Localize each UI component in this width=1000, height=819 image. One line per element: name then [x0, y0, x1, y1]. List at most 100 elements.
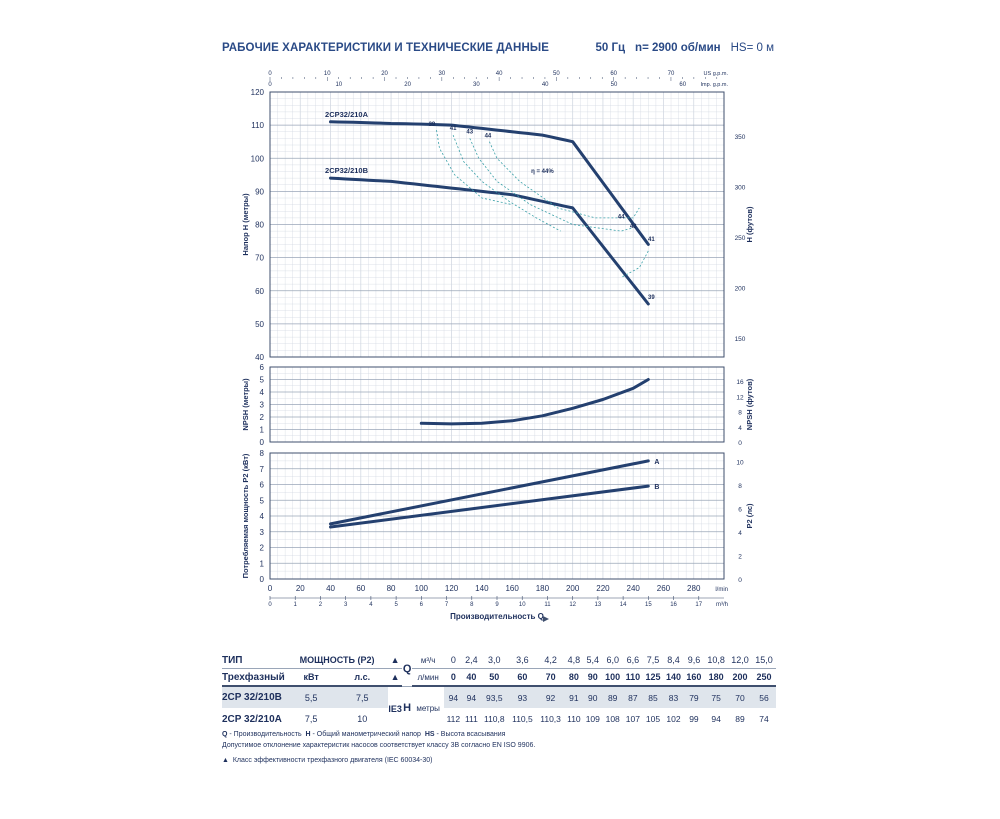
efficiency-label: 41 [450, 126, 457, 132]
kw-header: кВт [286, 668, 337, 687]
efficiency-line [489, 141, 640, 219]
y-axis-label: Напор H (метры) [241, 193, 250, 256]
efficiency-line [452, 134, 561, 232]
q-m3h-cell: 4,8 [564, 652, 584, 669]
head-value: 110,3 [540, 714, 561, 724]
bottom-lmin-tick: 200 [566, 584, 580, 593]
head-value: 79 [683, 686, 705, 708]
speed-label: n= 2900 об/мин [635, 42, 721, 54]
ie-symbol: ▲ [388, 652, 403, 669]
y-tick-label: 7 [260, 465, 265, 474]
q-lmin-cell: 250 [751, 668, 776, 687]
top-imp-tick: 20 [404, 82, 411, 88]
top-us-tick: 60 [610, 71, 617, 77]
operating-conditions: 50 Гц n= 2900 об/мин HS= 0 м [595, 42, 774, 54]
phase-header: Трехфазный [222, 668, 286, 687]
model-cell: 2CP 32/210B [222, 686, 286, 708]
y-tick-label: 1 [260, 559, 265, 568]
head-value: 102 [666, 714, 681, 724]
top-us-tick: 0 [268, 71, 272, 77]
bottom-m3h-tick: 3 [344, 602, 348, 608]
bottom-m3h-tick: 0 [268, 602, 272, 608]
top-us-tick: 40 [496, 71, 503, 77]
efficiency-line [469, 138, 634, 232]
m3h-label: м³/ч [412, 652, 445, 669]
bottom-lmin-tick: 120 [445, 584, 459, 593]
y-tick-label: 70 [255, 254, 264, 263]
y-tick-label: 8 [260, 449, 265, 458]
y-tick-label: 60 [255, 287, 264, 296]
power-header: МОЩНОСТЬ (P2) [286, 652, 389, 669]
hs-text: - Высота всасывания [434, 731, 506, 738]
tolerance-note: Допустимое отклонение характеристик насо… [222, 742, 536, 749]
head-value: 93 [508, 686, 537, 708]
q-m3h-cell: 5,4 [583, 652, 603, 669]
q-lmin-cell: 50 [480, 668, 509, 687]
bottom-m3h-tick: 7 [445, 602, 449, 608]
bottom-m3h-tick: 16 [670, 602, 677, 608]
head-value: 74 [759, 714, 769, 724]
bottom-m3h-tick: 13 [595, 602, 602, 608]
bottom-lmin-tick: 140 [475, 584, 489, 593]
bottom-lmin-tick: 20 [296, 584, 305, 593]
efficiency-label: 41 [648, 237, 655, 243]
y2-tick-label: 12 [736, 394, 744, 401]
y2-tick-label: 2 [738, 554, 742, 561]
head-value: 94 [462, 686, 481, 708]
y2-tick-label: 0 [738, 577, 742, 584]
head-value: 105 [645, 714, 661, 724]
top-imp-tick: 60 [679, 82, 686, 88]
bottom-lmin-tick: 40 [326, 584, 335, 593]
y-tick-label: 90 [255, 187, 264, 196]
x-axis-label: Производительность Q [450, 612, 544, 621]
ie-symbol-header: ▲ [388, 668, 403, 687]
bottom-lmin-tick: 260 [657, 584, 671, 593]
y-tick-label: 100 [251, 154, 265, 163]
head-value: 94 [444, 686, 463, 708]
bottom-lmin-unit: l/min [715, 587, 728, 593]
head-value: 109 [585, 714, 600, 724]
y-tick-label: 2 [260, 413, 265, 422]
q-m3h-cell: 9,6 [683, 652, 705, 669]
kw-cell: 5,5 [286, 686, 337, 708]
bottom-lmin-tick: 80 [387, 584, 396, 593]
y-tick-label: 2 [260, 544, 265, 553]
ie-class-cell: IE3 [388, 686, 403, 730]
footnote-text: Класс эффективности трехфазного двигател… [232, 757, 433, 764]
q-lmin-cell: 90 [583, 668, 603, 687]
top-us-tick: 10 [324, 71, 331, 77]
type-header: ТИП [222, 652, 286, 669]
bottom-m3h-tick: 2 [319, 602, 323, 608]
q-lmin-cell: 100 [602, 668, 623, 687]
head-value: 110,8 [483, 714, 505, 724]
y-tick-label: 4 [260, 388, 265, 397]
q-lmin-cell: 140 [663, 668, 684, 687]
y-tick-label: 0 [260, 438, 265, 447]
power-curve-a [329, 459, 650, 526]
head-value: 112 [446, 714, 461, 724]
head-curve-b [329, 176, 650, 306]
y2-tick-label: 4 [738, 530, 742, 537]
bottom-m3h-tick: 14 [620, 602, 627, 608]
head-value: 85 [642, 686, 664, 708]
series-label: 2CP32/210A [325, 110, 369, 119]
hp-header: л.с. [336, 668, 389, 687]
bottom-lmin-tick: 220 [596, 584, 610, 593]
bottom-lmin-tick: 160 [505, 584, 519, 593]
model-cell: 2CP 32/210A [222, 713, 282, 725]
y-tick-label: 80 [255, 221, 264, 230]
q-m3h-cell: 4,2 [536, 652, 565, 669]
bottom-m3h-tick: 12 [569, 602, 576, 608]
q-lmin-cell: 0 [444, 668, 463, 687]
y-tick-label: 5 [260, 496, 265, 505]
head-value: 108 [605, 714, 620, 724]
y-tick-label: 6 [260, 481, 265, 490]
y-tick-label: 0 [260, 575, 265, 584]
head-value: 56 [751, 686, 776, 708]
bottom-m3h-unit: m³/h [716, 602, 728, 608]
bottom-lmin-tick: 100 [415, 584, 429, 593]
q-lmin-cell: 70 [536, 668, 565, 687]
power-curve-label: A [654, 459, 659, 466]
y2-tick-label: 250 [735, 235, 746, 242]
